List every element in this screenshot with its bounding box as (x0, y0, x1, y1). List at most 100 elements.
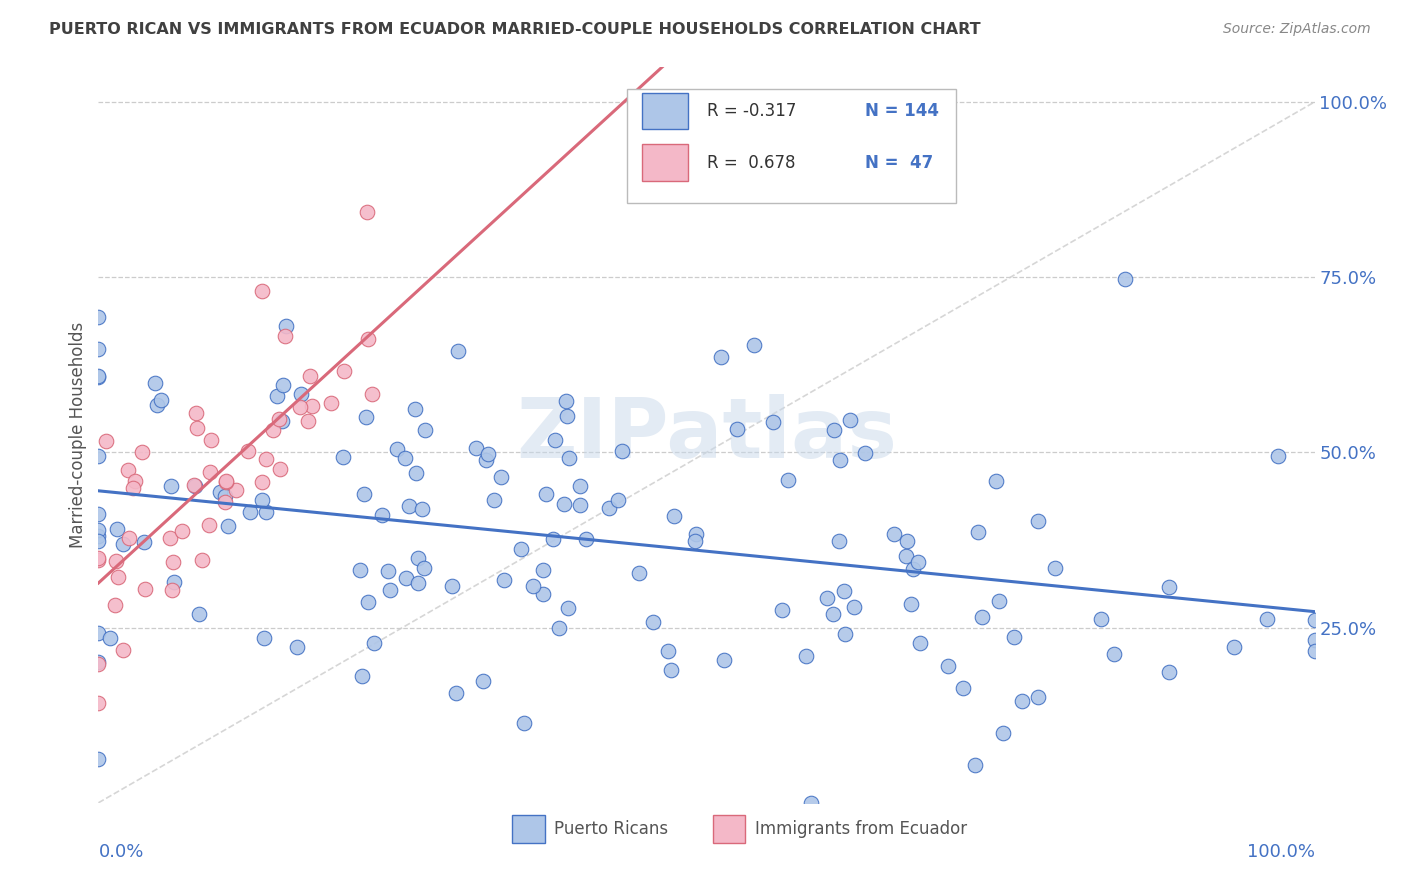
Point (214, 489, 236, 503)
Point (531, 563, 554, 577)
Point (105, 522, 128, 536)
Point (408, 576, 430, 591)
Point (828, 534, 851, 549)
Point (349, 563, 371, 577)
Point (377, 564, 399, 578)
Text: N = 144: N = 144 (865, 102, 939, 120)
Point (896, 549, 918, 563)
Point (761, 416, 783, 430)
Point (124, 474, 146, 488)
Point (134, 582, 156, 596)
Point (475, 452, 498, 467)
Point (215, 474, 238, 488)
Point (557, 601, 579, 615)
Point (1011, 693, 1033, 707)
Point (776, 473, 799, 487)
Point (274, 328, 297, 343)
Point (190, 553, 212, 567)
Point (87, 507, 110, 521)
Point (952, 681, 974, 695)
Point (796, 648, 818, 663)
Point (98, 632, 121, 646)
Text: PUERTO RICAN VS IMMIGRANTS FROM ECUADOR MARRIED-COUPLE HOUSEHOLDS CORRELATION CH: PUERTO RICAN VS IMMIGRANTS FROM ECUADOR … (49, 22, 981, 37)
Point (883, 526, 905, 541)
Point (744, 338, 766, 352)
Point (87, 528, 110, 542)
Point (87, 310, 110, 325)
Point (838, 412, 860, 426)
Point (253, 631, 276, 645)
Point (350, 669, 373, 683)
Point (395, 571, 418, 585)
Point (447, 343, 470, 358)
Point (159, 531, 181, 545)
FancyBboxPatch shape (713, 815, 745, 843)
Point (628, 566, 651, 581)
Point (842, 600, 865, 615)
Point (531, 587, 554, 601)
Point (200, 433, 222, 447)
Point (1157, 665, 1180, 679)
Point (901, 562, 924, 576)
Point (122, 481, 145, 495)
Point (412, 561, 434, 575)
Point (404, 402, 426, 417)
Point (398, 499, 420, 513)
Point (815, 591, 838, 605)
Point (271, 414, 294, 428)
Point (111, 643, 134, 657)
Point (544, 433, 567, 447)
Point (378, 583, 401, 598)
Point (1114, 271, 1136, 285)
Point (146, 398, 169, 412)
Point (298, 368, 321, 383)
Point (440, 579, 463, 593)
Point (250, 284, 273, 298)
Point (482, 492, 505, 507)
Point (641, 615, 664, 629)
Point (160, 478, 183, 492)
Point (908, 635, 931, 649)
Point (413, 423, 436, 437)
Point (87, 551, 110, 566)
Point (87, 368, 110, 383)
Point (353, 486, 375, 500)
Point (725, 422, 748, 436)
Point (354, 410, 377, 425)
Point (832, 583, 855, 598)
Point (1223, 640, 1246, 655)
Point (988, 594, 1011, 608)
Point (606, 492, 628, 507)
Point (1090, 612, 1112, 626)
Point (104, 554, 127, 568)
Point (239, 504, 262, 518)
Point (683, 534, 706, 549)
Y-axis label: Married-couple Households: Married-couple Households (69, 322, 87, 548)
Point (118, 531, 141, 545)
Point (1303, 644, 1326, 658)
Point (332, 450, 354, 464)
Point (970, 610, 993, 624)
Point (828, 453, 851, 467)
Point (290, 401, 312, 415)
Point (900, 598, 922, 612)
Point (522, 579, 544, 593)
Point (1026, 514, 1049, 528)
Point (936, 658, 959, 673)
Point (492, 573, 515, 587)
Point (163, 575, 186, 590)
Point (87, 696, 110, 710)
Point (250, 493, 273, 508)
Point (1303, 613, 1326, 627)
Point (406, 551, 429, 566)
Point (363, 636, 385, 650)
Point (332, 364, 354, 378)
Point (568, 479, 591, 493)
Point (394, 450, 416, 465)
Point (225, 483, 247, 498)
Point (254, 452, 277, 467)
Point (800, 796, 823, 810)
Text: R = -0.317: R = -0.317 (707, 102, 796, 120)
Point (710, 350, 733, 364)
Point (87, 625, 110, 640)
